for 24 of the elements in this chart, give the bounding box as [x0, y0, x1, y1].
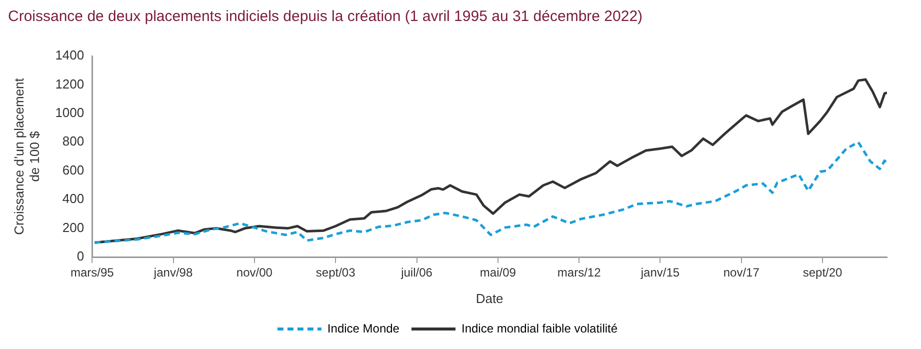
- x-tick-label: juil/06: [400, 266, 433, 280]
- y-axis-title: Croissance d’un placement de 100 $: [11, 78, 42, 235]
- x-axis-title: Date: [476, 290, 504, 306]
- x-tick-label: sept/20: [802, 266, 843, 280]
- chart-title: Croissance de deux placements indiciels depuis la création (1 avril 1995 au 31 décembre 2022): [8, 8, 643, 26]
- x-tick-label: nov/00: [236, 266, 273, 280]
- y-tick-label: 0: [76, 248, 84, 264]
- x-tick-label: mars/12: [557, 266, 602, 280]
- x-tick-label: nov/17: [723, 266, 760, 280]
- y-tick-label: 1200: [55, 76, 84, 92]
- x-tick-label: janv/98: [152, 266, 193, 280]
- legend-label: Indice mondial faible volatilité: [461, 321, 618, 336]
- x-tick-label: janv/15: [640, 266, 680, 280]
- x-tick-label: mars/95: [70, 266, 114, 280]
- y-tick-label: 800: [62, 134, 84, 149]
- y-tick-label: 1000: [55, 105, 84, 120]
- y-tick-label: 600: [62, 162, 84, 178]
- x-tick-label: sept/03: [316, 266, 356, 280]
- y-tick-label: 200: [62, 220, 84, 235]
- y-tick-label: 1400: [55, 48, 84, 63]
- y-tick-label: 400: [62, 191, 84, 206]
- legend-label: Indice Monde: [327, 321, 400, 336]
- x-tick-label: mai/09: [480, 266, 516, 280]
- line-series: [93, 141, 887, 244]
